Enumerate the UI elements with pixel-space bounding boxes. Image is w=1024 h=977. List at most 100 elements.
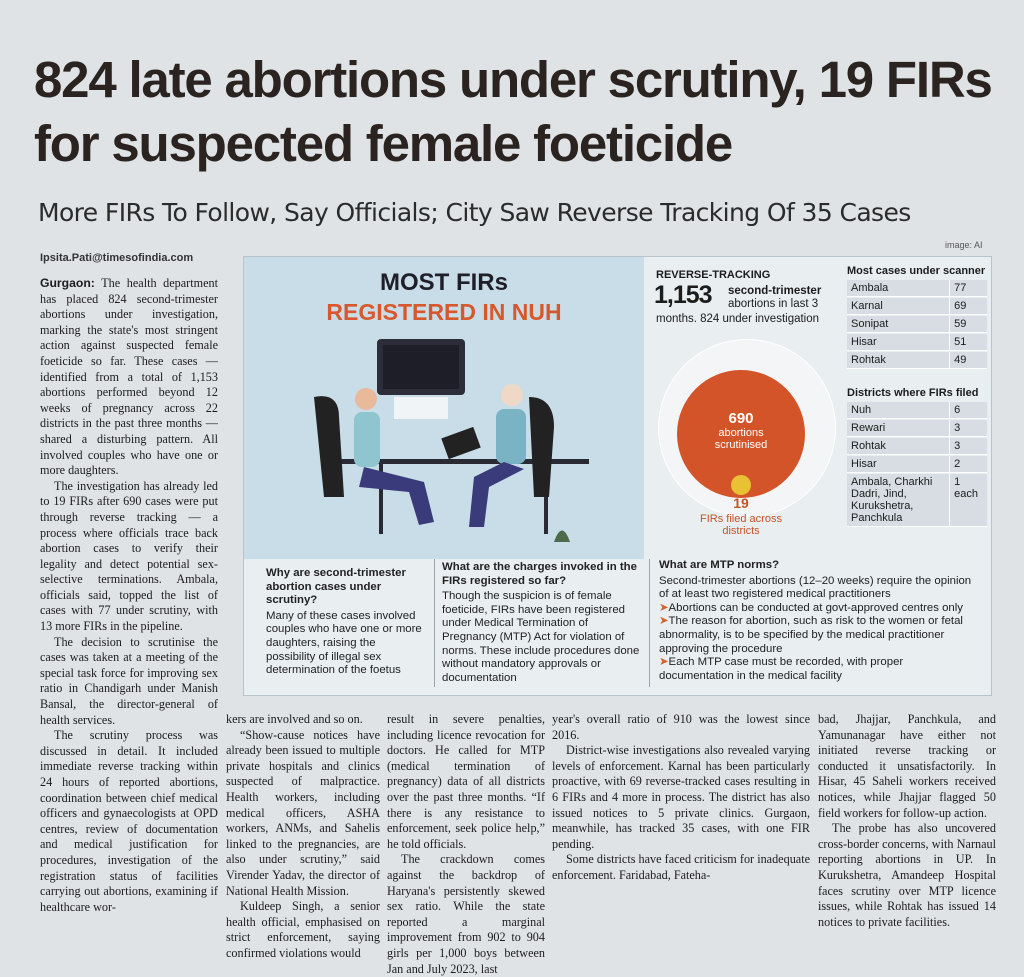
table-row: Rewari 3 xyxy=(847,420,987,437)
head xyxy=(501,384,523,406)
count: 51 xyxy=(949,334,987,350)
image-credit: image: AI xyxy=(945,240,983,250)
bullet-list: Abortions can be conducted at govt-appro… xyxy=(659,602,979,684)
head xyxy=(355,388,377,410)
district: Rohtak xyxy=(851,440,886,452)
paragraph: “Show-cause notices have already been is… xyxy=(226,727,380,898)
divider xyxy=(434,559,435,687)
table-row: Ambala 77 xyxy=(847,280,987,297)
district: Karnal xyxy=(851,300,883,312)
rt-text: months. 824 under investigation xyxy=(656,313,820,325)
paragraph: Kuldeep Singh, a senior health official,… xyxy=(226,899,380,960)
paragraph: The scrutiny process was discussed in de… xyxy=(40,728,218,914)
qa-box: Why are second-trimester abortion cases … xyxy=(266,567,426,678)
plant xyxy=(554,530,570,542)
laptop xyxy=(441,426,481,460)
count: 77 xyxy=(949,280,987,296)
bullet: Abortions can be conducted at govt-appro… xyxy=(659,602,979,616)
panel xyxy=(394,397,448,419)
column: result in severe penalties, including li… xyxy=(387,712,545,977)
table-row: Rohtak 49 xyxy=(847,352,987,369)
scanner-table: Most cases under scanner Ambala 77 Karnal 6… xyxy=(847,265,987,370)
bullet: The reason for abortion, such as risk to… xyxy=(659,615,979,656)
count: 2 xyxy=(949,456,987,472)
paragraph: The probe has also uncovered cross-borde… xyxy=(818,821,996,929)
fir-text: FIRs filed across districts xyxy=(700,513,782,537)
table-row: Nuh 6 xyxy=(847,402,987,419)
divider xyxy=(649,559,650,687)
count: 3 xyxy=(949,438,987,454)
dateline: Gurgaon: xyxy=(40,276,95,290)
illus-title: REGISTERED IN NUH xyxy=(326,299,562,325)
paragraph: District-wise investigations also reveal… xyxy=(552,743,810,851)
paragraph: result in severe penalties, including li… xyxy=(387,712,545,851)
paragraph: year's overall ratio of 910 was the lowe… xyxy=(552,712,810,742)
rt-text: second-trimester xyxy=(728,285,822,297)
column: kers are involved and so on. “Show-cause … xyxy=(226,712,380,962)
bullet: Each MTP case must be recorded, with pro… xyxy=(659,656,979,683)
infographic: MOST FIRs REGISTERED IN NUH REVERSE-TRAC… xyxy=(243,256,992,696)
question: What are MTP norms? xyxy=(659,559,780,571)
district: Rohtak xyxy=(851,354,886,366)
person xyxy=(496,409,526,464)
table-title: Most cases under scanner xyxy=(847,265,986,277)
paragraph: bad, Jhajjar, Panchkula, and Yamunanagar… xyxy=(818,712,996,820)
screen xyxy=(383,345,459,389)
column: bad, Jhajjar, Panchkula, and Yamunanagar… xyxy=(818,712,996,930)
column: year's overall ratio of 910 was the lowe… xyxy=(552,712,810,884)
chair xyxy=(314,396,344,497)
count: 49 xyxy=(949,352,987,368)
paragraph: Some districts have faced criticism for … xyxy=(552,852,810,882)
question: What are the charges invoked in the FIRs… xyxy=(442,561,637,587)
illustration-art xyxy=(314,339,589,542)
table-row: Sonipat 59 xyxy=(847,316,987,333)
district: Hisar xyxy=(851,336,877,348)
paragraph: The decision to scrutinise the cases was… xyxy=(40,634,218,727)
paragraph: kers are involved and so on. xyxy=(226,712,363,726)
paragraph: The investigation has already led to 19 … xyxy=(40,478,218,634)
question: Why are second-trimester abortion cases … xyxy=(266,567,406,607)
qa-box: What are MTP norms? Second-trimester abor… xyxy=(659,559,979,683)
legs xyxy=(359,467,434,525)
legs xyxy=(469,462,524,527)
illus-title: MOST FIRs xyxy=(379,269,508,296)
count: 3 xyxy=(949,420,987,436)
district: Nuh xyxy=(851,404,872,416)
firs-table: Districts where FIRs filed Nuh 6 Rewari 3 Ro… xyxy=(847,387,987,528)
district: Sonipat xyxy=(851,318,889,330)
qa-box: What are the charges invoked in the FIRs… xyxy=(442,561,642,685)
answer: Second-trimester abortions (12–20 weeks)… xyxy=(659,574,972,601)
fir-number: 19 xyxy=(733,495,749,511)
answer: Many of these cases involved couples who… xyxy=(266,609,422,677)
paragraph: Gurgaon: The health department has place… xyxy=(40,276,218,479)
headline: 824 late abortions under scrutiny, 19 FI… xyxy=(34,51,993,172)
circle-number: 690 xyxy=(728,410,754,427)
rt-label: REVERSE-TRACKING xyxy=(656,269,771,281)
count: 59 xyxy=(949,316,987,332)
district: Ambala xyxy=(851,282,889,294)
count: 69 xyxy=(949,298,987,314)
table-title: Districts where FIRs filed xyxy=(847,387,979,399)
count: 6 xyxy=(949,402,987,418)
paragraph-text: The health department has placed 824 sec… xyxy=(40,276,218,478)
table-row: Hisar 2 xyxy=(847,456,987,473)
column: Gurgaon: The health department has place… xyxy=(40,276,218,915)
fir-dot xyxy=(731,475,751,495)
rt-text: abortions in last 3 xyxy=(728,298,819,310)
circle-text: abortions scrutinised xyxy=(714,427,768,451)
byline: Ipsita.Pati@timesofindia.com xyxy=(40,252,194,264)
table-row: Hisar 51 xyxy=(847,334,987,351)
district: Rewari xyxy=(851,422,886,434)
desk xyxy=(339,459,589,464)
table-row: Rohtak 3 xyxy=(847,438,987,455)
rt-number: 1,153 xyxy=(654,281,713,309)
answer: Though the suspicion is of female foetic… xyxy=(442,590,640,684)
person xyxy=(354,412,380,467)
chair xyxy=(529,397,554,497)
district: Hisar xyxy=(851,458,877,470)
table-row: Karnal 69 xyxy=(847,298,987,315)
desk-leg xyxy=(544,464,548,534)
illustration: MOST FIRs REGISTERED IN NUH xyxy=(244,257,644,559)
count: 1 each xyxy=(949,474,987,526)
